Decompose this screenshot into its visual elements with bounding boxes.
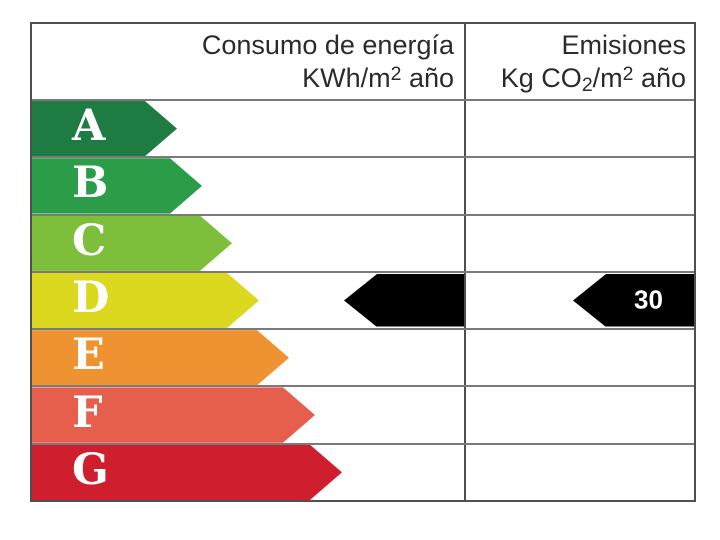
emissions-title: Emisiones xyxy=(561,29,686,60)
rating-arrow: F xyxy=(32,387,315,442)
emissions-unit-sup: 2 xyxy=(622,63,634,86)
consumption-header: Consumo de energía KWh/m2 año xyxy=(32,24,464,99)
rating-arrow: A xyxy=(32,101,177,156)
rating-letter: C xyxy=(72,215,107,266)
rating-arrow: D xyxy=(32,273,259,328)
emissions-unit-part2: /m xyxy=(592,62,623,93)
rating-letter: E xyxy=(72,330,105,381)
emissions-cell xyxy=(464,158,694,214)
consumption-cell: F xyxy=(32,387,464,442)
consumption-cell: A xyxy=(32,101,464,156)
emissions-cell xyxy=(464,330,694,386)
emissions-unit-part3: año xyxy=(633,62,686,93)
consumption-marker-arrow-icon xyxy=(344,273,464,327)
rating-rows: A B C xyxy=(32,101,694,500)
rating-arrow: C xyxy=(32,216,232,271)
rating-letter: B xyxy=(72,158,109,209)
emissions-unit-sub: 2 xyxy=(581,73,593,96)
emissions-cell: 30 xyxy=(464,272,694,329)
emissions-cell xyxy=(464,215,694,271)
rating-letter: A xyxy=(72,101,106,152)
consumption-title: Consumo de energía xyxy=(201,29,454,60)
consumption-unit: KWh/m2 año xyxy=(32,62,454,95)
rating-row-e: E xyxy=(32,330,694,388)
rating-arrow: E xyxy=(32,330,289,385)
emissions-marker-value: 30 xyxy=(634,284,663,315)
rating-letter: F xyxy=(72,387,103,438)
emissions-cell xyxy=(464,387,694,443)
emissions-marker-arrow-icon: 30 xyxy=(573,273,694,327)
consumption-cell: D xyxy=(32,273,464,328)
rating-arrow: B xyxy=(32,158,202,213)
consumption-cell: C xyxy=(32,216,464,271)
rating-row-a: A xyxy=(32,101,694,159)
emissions-unit: Kg CO2/m2 año xyxy=(466,62,686,96)
emissions-unit-part: Kg CO xyxy=(500,62,582,93)
rating-letter: G xyxy=(72,444,109,495)
energy-rating-table: Consumo de energía KWh/m2 año Emisiones … xyxy=(30,22,696,502)
consumption-unit-part2: año xyxy=(401,62,454,93)
consumption-cell: B xyxy=(32,158,464,213)
consumption-unit-part: KWh/m xyxy=(302,62,391,93)
emissions-header: Emisiones Kg CO2/m2 año xyxy=(464,24,694,99)
emissions-cell xyxy=(464,101,694,157)
rating-letter: D xyxy=(72,272,110,323)
rating-row-d: D 30 xyxy=(32,272,694,331)
rating-row-c: C xyxy=(32,215,694,273)
rating-row-g: G xyxy=(32,444,694,500)
table-header: Consumo de energía KWh/m2 año Emisiones … xyxy=(32,24,694,101)
rating-row-f: F xyxy=(32,387,694,445)
rating-row-b: B xyxy=(32,158,694,216)
rating-arrow: G xyxy=(32,445,342,500)
emissions-cell xyxy=(464,444,694,500)
consumption-cell: G xyxy=(32,445,464,500)
consumption-cell: E xyxy=(32,330,464,385)
consumption-unit-sup: 2 xyxy=(390,63,402,86)
